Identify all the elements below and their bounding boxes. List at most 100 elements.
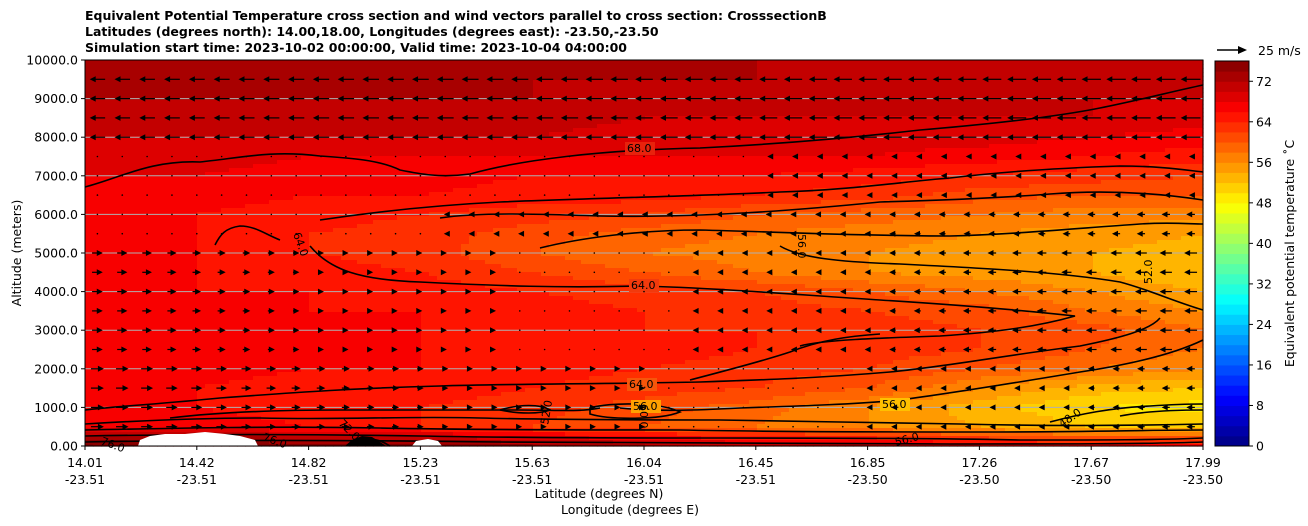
field-cell [701,128,710,133]
field-cell [805,128,814,133]
field-cell [205,116,214,121]
field-cell [141,80,150,85]
field-cell [405,112,414,117]
field-cell [293,176,302,181]
field-cell [1013,144,1022,149]
field-cell [317,160,326,165]
field-cell [933,92,942,97]
field-cell [925,72,934,77]
field-cell [725,152,734,157]
field-cell [373,196,382,201]
field-cell [557,184,566,189]
field-cell [637,104,646,109]
field-cell [653,104,662,109]
field-cell [661,68,670,73]
field-cell [701,164,710,169]
field-cell [709,100,718,105]
field-cell [629,72,638,77]
field-cell [1125,104,1134,109]
field-cell [253,172,262,177]
field-cell [133,148,142,153]
field-cell [1021,72,1030,77]
field-cell [1085,172,1094,177]
field-cell [181,144,190,149]
field-cell [157,196,166,201]
field-cell [509,140,518,145]
field-cell [101,120,110,125]
field-cell [1069,72,1078,77]
field-cell [101,160,110,165]
field-cell [581,164,590,169]
field-cell [173,176,182,181]
field-cell [389,132,398,137]
field-cell [1149,188,1158,193]
field-cell [797,68,806,73]
field-cell [877,148,886,153]
field-cell [741,144,750,149]
field-cell [413,92,422,97]
field-cell [781,160,790,165]
field-cell [1005,120,1014,125]
field-cell [589,72,598,77]
field-cell [1189,100,1198,105]
field-cell [677,160,686,165]
field-cell [661,160,670,165]
field-cell [1085,144,1094,149]
field-cell [1197,144,1204,149]
field-cell [365,180,374,185]
field-cell [645,136,654,141]
field-cell [989,72,998,77]
field-cell [141,64,150,69]
field-cell [845,76,854,81]
field-cell [1197,140,1204,145]
field-cell [165,152,174,157]
field-cell [1037,196,1046,201]
field-cell [333,124,342,129]
field-cell [205,60,214,65]
field-cell [829,124,838,129]
field-cell [925,196,934,201]
field-cell [429,164,438,169]
field-cell [757,124,766,129]
field-cell [333,128,342,133]
field-cell [109,180,118,185]
field-cell [205,108,214,113]
field-cell [973,92,982,97]
field-cell [557,64,566,69]
field-cell [133,80,142,85]
field-cell [829,192,838,197]
field-cell [365,188,374,193]
field-cell [349,164,358,169]
field-cell [285,88,294,93]
field-cell [1053,192,1062,197]
field-cell [93,144,102,149]
field-cell [109,104,118,109]
field-cell [1069,128,1078,133]
field-cell [253,192,262,197]
field-cell [837,160,846,165]
field-cell [933,156,942,161]
field-cell [901,84,910,89]
field-cell [717,164,726,169]
field-cell [1037,88,1046,93]
field-cell [189,140,198,145]
field-cell [277,88,286,93]
field-cell [997,72,1006,77]
field-cell [909,120,918,125]
field-cell [1061,172,1070,177]
field-cell [1077,60,1086,65]
field-cell [765,88,774,93]
field-cell [1109,128,1118,133]
field-cell [1189,136,1198,141]
field-cell [1125,184,1134,189]
field-cell [1165,124,1174,129]
field-cell [925,140,934,145]
field-cell [933,176,942,181]
field-cell [397,144,406,149]
field-cell [1077,168,1086,173]
field-cell [821,144,830,149]
field-cell [157,152,166,157]
field-cell [1165,112,1174,117]
field-cell [1197,168,1204,173]
field-cell [453,176,462,181]
